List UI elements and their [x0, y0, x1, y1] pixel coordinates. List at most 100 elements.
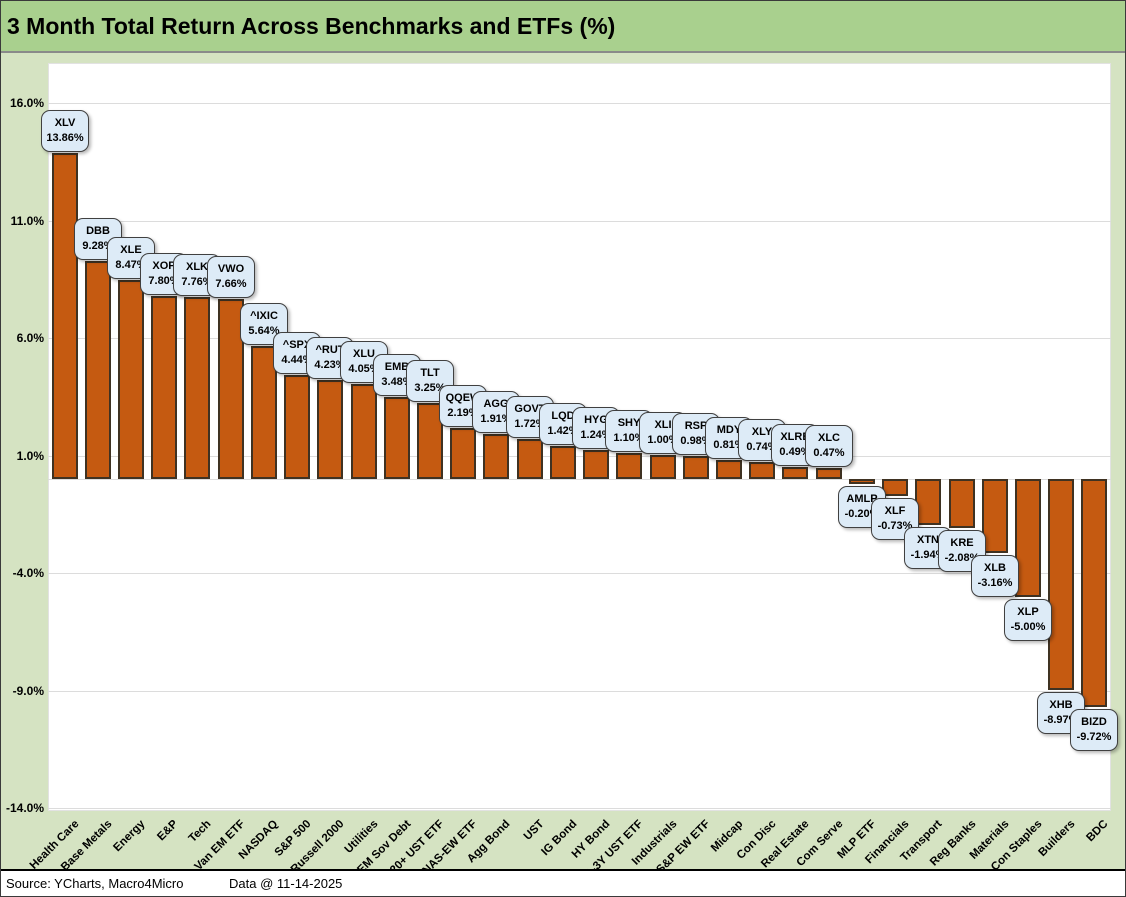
callout-value: -3.16% — [977, 577, 1013, 589]
callout-ticker: XLV — [54, 117, 76, 129]
callout-value: 1.00% — [647, 434, 679, 446]
callout-value: 3.25% — [414, 382, 446, 394]
callout-ticker: XLB — [984, 562, 1006, 574]
callout-ticker: HYG — [584, 414, 608, 426]
callout-ticker: XLP — [1017, 606, 1039, 618]
y-axis-label: -4.0% — [12, 566, 44, 580]
page-title: 3 Month Total Return Across Benchmarks a… — [7, 12, 616, 39]
callout-ticker: QQEW — [445, 392, 481, 404]
callout-ticker: AMLP — [846, 493, 878, 505]
bar-XLE — [118, 280, 144, 479]
bar-HYG — [583, 450, 609, 479]
bar-VWO — [218, 299, 244, 479]
callout-ticker: AGG — [483, 398, 509, 410]
callout-ticker: XLRE — [780, 431, 810, 443]
zero-baseline — [48, 479, 1111, 480]
callout-value: 5.64% — [248, 325, 280, 337]
callout-value: 0.74% — [746, 441, 778, 453]
callout-ticker: RSP — [684, 420, 708, 432]
bar-XLP — [1015, 479, 1041, 597]
callout-value: 3.48% — [381, 376, 413, 388]
gridline — [48, 103, 1111, 104]
callout-ticker: TLT — [420, 367, 440, 379]
bar-SHY — [616, 453, 642, 479]
y-axis-label: -14.0% — [5, 801, 44, 815]
callout-ticker: ^RUT — [315, 344, 345, 356]
source-label: Source: YCharts, Macro4Micro — [6, 876, 184, 891]
bar-XLRE — [782, 467, 808, 479]
callout-ticker: ^IXIC — [250, 310, 278, 322]
callout-ticker: XHB — [1049, 699, 1073, 711]
bar-XLI — [650, 455, 676, 479]
bar-XHB — [1048, 479, 1074, 690]
bar-XLY — [749, 462, 775, 479]
callout-value: 1.72% — [514, 418, 546, 430]
bar-DBB — [85, 261, 111, 479]
callout-ticker: KRE — [950, 537, 974, 549]
callout-value: 1.10% — [613, 432, 645, 444]
callout-ticker: BIZD — [1081, 716, 1107, 728]
bar-AMLP — [849, 479, 875, 484]
callout-ticker: SHY — [617, 417, 641, 429]
gridline — [48, 691, 1111, 692]
callout-value: 7.76% — [181, 276, 213, 288]
callout-ticker: XLF — [884, 505, 906, 517]
callout-VWO: VWO 7.66% — [207, 256, 255, 298]
bar-XOP — [151, 296, 177, 479]
bar-AGG — [483, 434, 509, 479]
callout-ticker: XLK — [186, 261, 208, 273]
bar-^SPX — [284, 375, 310, 479]
callout-ticker: XLI — [654, 419, 672, 431]
bar-XLB — [982, 479, 1008, 553]
callout-value: 0.49% — [779, 446, 811, 458]
bar-LQD — [550, 446, 576, 479]
callout-ticker: XOP — [152, 260, 176, 272]
callout-value: -1.94% — [910, 549, 946, 561]
callout-ticker: XLU — [353, 348, 375, 360]
callout-value: 4.05% — [348, 363, 380, 375]
callout-ticker: DBB — [86, 225, 110, 237]
footer: Source: YCharts, Macro4Micro Data @ 11-1… — [1, 869, 1125, 896]
bar-XLC — [816, 468, 842, 479]
y-axis-label: 11.0% — [10, 214, 44, 228]
callout-XLF: XLF -0.73% — [871, 498, 919, 540]
callout-ticker: LQD — [551, 410, 575, 422]
callout-value: -8.97% — [1043, 714, 1079, 726]
callout-BIZD: BIZD -9.72% — [1070, 709, 1118, 751]
callout-value: 8.47% — [115, 259, 147, 271]
callout-KRE: KRE -2.08% — [938, 530, 986, 572]
callout-value: 1.91% — [480, 413, 512, 425]
callout-value: 2.19% — [447, 407, 479, 419]
bar-KRE — [949, 479, 975, 528]
bar-BIZD — [1081, 479, 1107, 707]
callout-value: 9.28% — [82, 240, 114, 252]
gridline — [48, 338, 1111, 339]
bar-XLK — [184, 297, 210, 479]
callout-ticker: EMB — [384, 361, 410, 373]
y-axis-label: 1.0% — [16, 449, 44, 463]
callout-ticker: MDY — [716, 424, 742, 436]
callout-value: 0.47% — [813, 447, 845, 459]
callout-TLT: TLT 3.25% — [406, 360, 454, 402]
callout-value: 13.86% — [46, 132, 84, 144]
callout-value: 4.44% — [281, 354, 313, 366]
y-axis-label: 16.0% — [9, 96, 44, 110]
callout-value: 7.66% — [215, 278, 247, 290]
callout-value: -0.73% — [877, 520, 913, 532]
callout-value: 0.81% — [713, 439, 745, 451]
bar-TLT — [417, 403, 443, 479]
data-date-label: Data @ 11-14-2025 — [229, 876, 343, 891]
gridline — [48, 221, 1111, 222]
callout-value: 4.23% — [314, 359, 346, 371]
bar-MDY — [716, 460, 742, 479]
bar-EMB — [384, 397, 410, 479]
gridline — [48, 808, 1111, 809]
callout-XLB: XLB -3.16% — [971, 555, 1019, 597]
y-axis-label: -9.0% — [12, 684, 44, 698]
callout-ticker: XLY — [751, 426, 773, 438]
callout-XLC: XLC 0.47% — [805, 425, 853, 467]
bar-RSP — [683, 456, 709, 479]
callout-value: -9.72% — [1076, 731, 1112, 743]
callout-GOVT: GOVT 1.72% — [506, 396, 554, 438]
